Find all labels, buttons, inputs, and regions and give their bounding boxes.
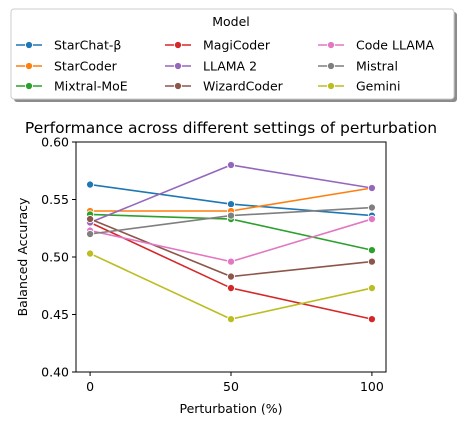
legend-item-mistral: Mistral (318, 59, 398, 74)
data-point-mistral (226, 211, 236, 220)
legend: Model StarChat-β StarCoder Mixtral-MoE Magi… (10, 8, 457, 102)
legend-label: LLAMA 2 (203, 59, 257, 74)
data-point-starchat (226, 200, 236, 209)
legend-label: StarCoder (54, 59, 118, 74)
x-axis-label: Perturbation (%) (179, 401, 282, 416)
y-tick-label: 0.55 (41, 192, 69, 207)
y-tick-label: 0.40 (41, 365, 69, 380)
x-tick-label: 100 (360, 379, 384, 394)
data-point-code-llama (367, 214, 376, 224)
data-point-starchat (86, 180, 95, 189)
y-tick-label: 0.45 (41, 307, 69, 322)
legend-label: Gemini (356, 79, 400, 94)
data-point-gemini (86, 249, 95, 258)
legend-dot-marker (326, 81, 336, 91)
legend-dot-marker (173, 61, 183, 71)
y-axis: 0.40 0.45 0.50 0.55 0.60 (41, 135, 76, 380)
y-axis-label: Balanced Accuracy (15, 197, 30, 316)
data-point-wizardcoder (367, 257, 376, 266)
legend-label: WizardCoder (203, 79, 284, 94)
y-tick-label: 0.60 (41, 135, 69, 150)
series-lines (89, 164, 373, 320)
legend-title: Model (212, 14, 250, 29)
legend-dot-marker (24, 40, 34, 50)
legend-dot-marker (173, 40, 183, 50)
legend-item-starchat: StarChat-β (16, 38, 121, 53)
legend-frame (10, 8, 455, 100)
data-point-magicoder (226, 283, 236, 293)
data-point-gemini (226, 315, 236, 324)
legend-label: StarChat-β (54, 38, 121, 53)
legend-dot-marker (326, 61, 336, 71)
plot-area (75, 141, 387, 373)
data-point-mixtral-moe (367, 246, 376, 255)
legend-label: MagiCoder (203, 38, 271, 53)
legend-dot-marker (24, 81, 34, 91)
data-point-code-llama (226, 257, 236, 266)
data-point-mistral (367, 203, 376, 212)
legend-item-code-llama: Code LLAMA (318, 38, 435, 53)
data-point-magicoder (367, 315, 376, 324)
legend-dot-marker (173, 81, 183, 91)
y-tick-label: 0.50 (41, 250, 69, 265)
x-axis: 0 50 100 (86, 372, 384, 394)
legend-label: Mistral (356, 59, 398, 74)
data-point-gemini (367, 283, 376, 293)
data-point-llama-2 (367, 183, 376, 193)
legend-item-wizardcoder: WizardCoder (165, 79, 284, 94)
legend-label: Code LLAMA (356, 38, 435, 53)
data-point-wizardcoder (86, 214, 95, 224)
x-tick-label: 50 (223, 379, 239, 394)
legend-item-llama-2: LLAMA 2 (165, 59, 257, 74)
legend-item-magicoder: MagiCoder (165, 38, 271, 53)
legend-item-mixtral-moe: Mixtral-MoE (16, 79, 128, 94)
legend-dot-marker (24, 61, 34, 71)
data-point-mistral (86, 229, 95, 239)
data-point-llama-2 (226, 160, 236, 170)
chart-title: Performance across different settings of… (25, 119, 437, 137)
legend-item-gemini: Gemini (318, 79, 400, 94)
series-points (86, 160, 376, 324)
legend-label: Mixtral-MoE (54, 79, 128, 94)
legend-dot-marker (326, 40, 336, 50)
x-tick-label: 0 (86, 379, 94, 394)
legend-item-starcoder: StarCoder (16, 59, 118, 74)
data-point-wizardcoder (226, 272, 236, 281)
legend-items: StarChat-β StarCoder Mixtral-MoE MagiCoder L… (16, 38, 435, 94)
